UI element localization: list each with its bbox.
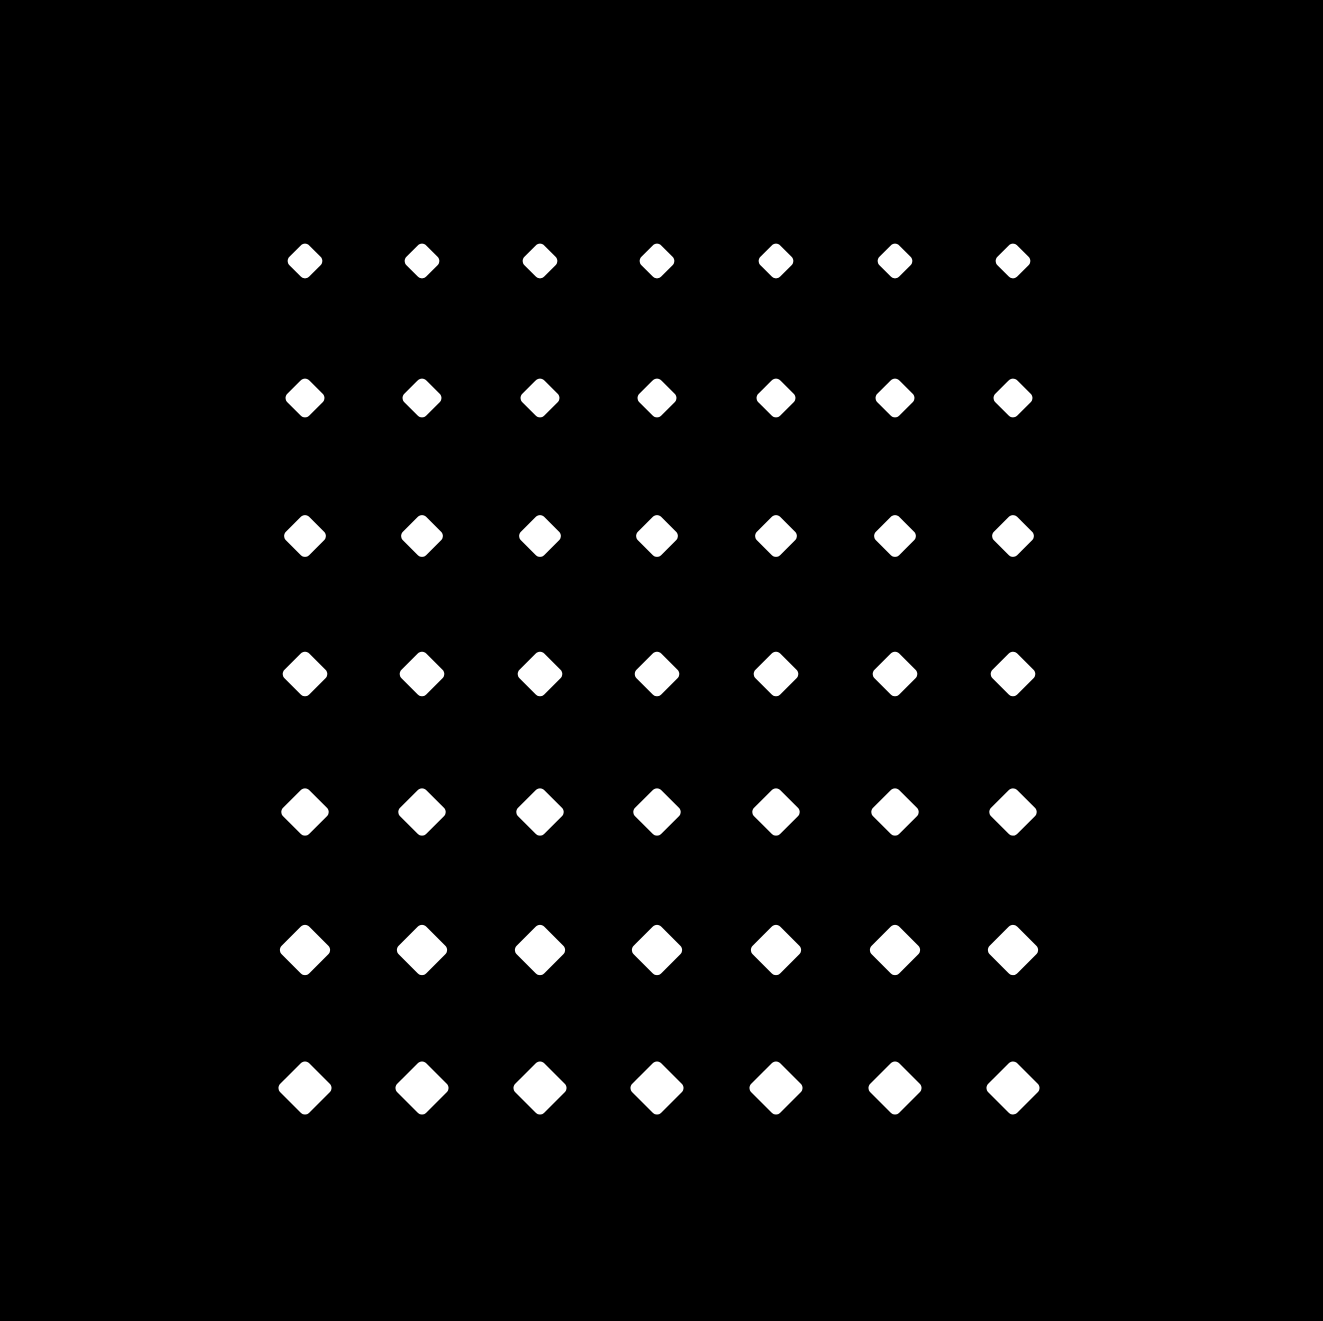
grid-dot [518, 376, 562, 420]
dot-grid-canvas [0, 0, 1323, 1321]
grid-dot [276, 1059, 334, 1117]
grid-dot [279, 786, 331, 838]
grid-dot [750, 786, 802, 838]
grid-dot [400, 376, 444, 420]
grid-dot [515, 649, 564, 698]
grid-dot [517, 513, 564, 560]
grid-dot [870, 649, 919, 698]
grid-dot [393, 1059, 451, 1117]
grid-dot [285, 241, 325, 281]
grid-dot [397, 649, 446, 698]
grid-dot [520, 241, 560, 281]
grid-dot [985, 922, 1040, 977]
grid-dot [987, 786, 1039, 838]
grid-dot [628, 1059, 686, 1117]
grid-dot [991, 376, 1035, 420]
grid-dot [756, 241, 796, 281]
grid-dot [751, 649, 800, 698]
grid-dot [984, 1059, 1042, 1117]
grid-dot [514, 786, 566, 838]
grid-dot [872, 513, 919, 560]
grid-dot [282, 513, 329, 560]
grid-dot [747, 1059, 805, 1117]
grid-dot [873, 376, 917, 420]
grid-dot [637, 241, 677, 281]
grid-dot [277, 922, 332, 977]
grid-dot [753, 513, 800, 560]
grid-dot [988, 649, 1037, 698]
grid-dot [990, 513, 1037, 560]
grid-dot [634, 513, 681, 560]
grid-dot [629, 922, 684, 977]
grid-dot [280, 649, 329, 698]
grid-dot [283, 376, 327, 420]
grid-dot [631, 786, 683, 838]
grid-dot [866, 1059, 924, 1117]
grid-dot [635, 376, 679, 420]
grid-dot [867, 922, 922, 977]
grid-dot [993, 241, 1033, 281]
grid-dot [748, 922, 803, 977]
grid-dot [394, 922, 449, 977]
grid-dot [754, 376, 798, 420]
grid-dot [402, 241, 442, 281]
grid-dot [875, 241, 915, 281]
grid-dot [869, 786, 921, 838]
grid-dot [399, 513, 446, 560]
grid-dot [512, 922, 567, 977]
grid-dot [632, 649, 681, 698]
grid-dot [511, 1059, 569, 1117]
grid-dot [396, 786, 448, 838]
